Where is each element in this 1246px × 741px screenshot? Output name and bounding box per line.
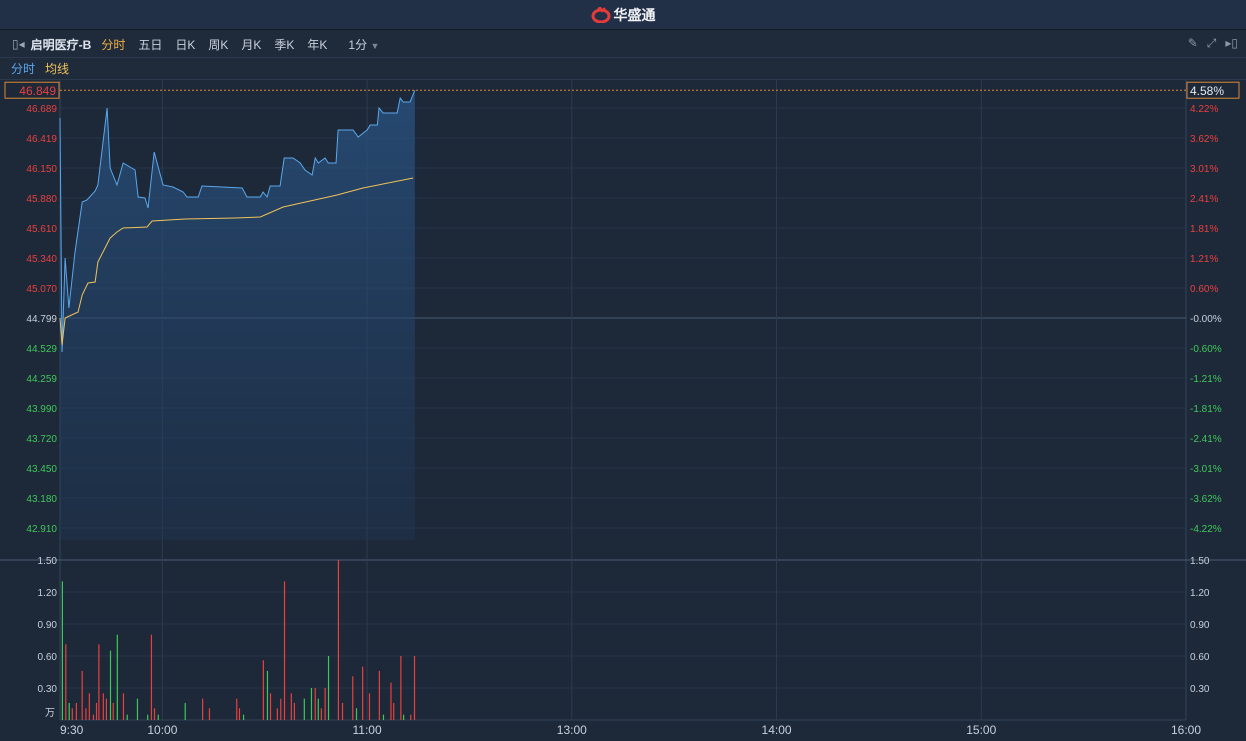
tab-yearly-k[interactable]: 年K bbox=[307, 37, 328, 52]
tab-daily-k[interactable]: 日K bbox=[175, 37, 196, 52]
time-tick-label: 15:00 bbox=[966, 723, 996, 737]
time-tick-label: 10:00 bbox=[147, 723, 177, 737]
title-bar: 华盛通 bbox=[0, 0, 1246, 30]
price-tick-label: 43.180 bbox=[26, 494, 57, 505]
legend-avg: 均线 bbox=[45, 62, 70, 76]
crosshair-price-label: 46.849 bbox=[19, 84, 56, 98]
price-tick-label: 45.880 bbox=[26, 194, 57, 205]
legend-price: 分时 bbox=[11, 62, 36, 76]
pct-tick-label: -1.21% bbox=[1190, 374, 1222, 385]
pct-tick-label: 2.41% bbox=[1190, 194, 1218, 205]
price-tick-label: 44.799 bbox=[26, 314, 57, 325]
price-tick-label: 45.340 bbox=[26, 254, 57, 265]
toolbar: ▯◂ 启明医疗-B 分时 五日 日K 周K 月K 季K 年K 1分 ▼ ✎ ⤢ … bbox=[0, 31, 1246, 58]
pct-tick-label: 0.60% bbox=[1190, 284, 1218, 295]
pct-tick-label: -0.00% bbox=[1190, 314, 1222, 325]
pct-tick-label: -4.22% bbox=[1190, 524, 1222, 535]
collapse-left-icon[interactable]: ▯◂ bbox=[12, 37, 25, 51]
volume-tick-label-right: 0.90 bbox=[1190, 620, 1210, 631]
volume-tick-label: 0.90 bbox=[38, 620, 58, 631]
pct-tick-label: -1.81% bbox=[1190, 404, 1222, 415]
price-tick-label: 44.529 bbox=[26, 344, 57, 355]
price-tick-label: 46.689 bbox=[26, 104, 57, 115]
volume-unit-label: 万 bbox=[45, 708, 55, 719]
price-area-fill bbox=[60, 90, 415, 540]
pencil-icon[interactable]: ✎ bbox=[1187, 36, 1198, 50]
interval-select[interactable]: 1分 ▼ bbox=[348, 36, 379, 53]
time-tick-label: 13:00 bbox=[557, 723, 587, 737]
pct-tick-label: -2.41% bbox=[1190, 434, 1222, 445]
pct-tick-label: 3.62% bbox=[1190, 134, 1218, 145]
tab-quarterly-k[interactable]: 季K bbox=[274, 37, 295, 52]
crosshair-pct-box bbox=[1186, 81, 1240, 99]
pct-tick-label: -3.01% bbox=[1190, 464, 1222, 475]
price-tick-label: 45.070 bbox=[26, 284, 57, 295]
price-tick-label: 43.450 bbox=[26, 464, 57, 475]
price-tick-label: 46.150 bbox=[26, 164, 57, 175]
time-tick-label: 9:30 bbox=[60, 723, 84, 737]
tab-weekly-k[interactable]: 周K bbox=[208, 37, 229, 52]
volume-tick-label: 0.60 bbox=[38, 652, 58, 663]
price-tick-label: 44.259 bbox=[26, 374, 57, 385]
avg-line bbox=[59, 177, 414, 346]
price-tick-label: 46.419 bbox=[26, 134, 57, 145]
time-tick-label: 11:00 bbox=[353, 723, 382, 737]
price-tick-label: 43.990 bbox=[26, 404, 57, 415]
pct-tick-label: 1.81% bbox=[1190, 224, 1218, 235]
logo-icon bbox=[591, 6, 610, 23]
interval-value: 1分 bbox=[348, 37, 368, 52]
crosshair-price-box bbox=[4, 81, 60, 99]
pct-tick-label: 3.01% bbox=[1190, 164, 1218, 175]
app-logo-text: 华盛通 bbox=[613, 6, 656, 23]
tab-monthly-k[interactable]: 月K bbox=[241, 37, 262, 52]
price-tick-label: 43.720 bbox=[26, 434, 57, 445]
stock-name: 启明医疗-B bbox=[30, 37, 92, 52]
volume-tick-label-right: 0.60 bbox=[1190, 652, 1210, 663]
pct-tick-label: 1.21% bbox=[1190, 254, 1218, 265]
pct-tick-label: -3.62% bbox=[1190, 494, 1222, 505]
collapse-right-icon[interactable]: ▸▯ bbox=[1225, 36, 1238, 50]
app-logo: 华盛通 bbox=[591, 5, 656, 25]
volume-tick-label-right: 1.50 bbox=[1190, 556, 1210, 567]
crosshair-pct-label: 4.58% bbox=[1190, 84, 1224, 98]
pct-tick-label: 4.22% bbox=[1190, 104, 1218, 115]
time-tick-label: 16:00 bbox=[1171, 723, 1201, 737]
volume-tick-label: 1.50 bbox=[38, 556, 58, 567]
tab-intraday[interactable]: 分时 bbox=[101, 37, 126, 52]
chevron-down-icon: ▼ bbox=[370, 40, 380, 51]
price-tick-label: 45.610 bbox=[26, 224, 57, 235]
tab-five-day[interactable]: 五日 bbox=[138, 37, 163, 52]
volume-tick-label-right: 1.20 bbox=[1190, 588, 1210, 599]
volume-tick-label: 0.30 bbox=[38, 684, 58, 695]
intraday-chart: 46.689 4.22% 46.419 3.62% 46.150 3.01% 45.880 2… bbox=[0, 80, 1246, 737]
time-tick-label: 14:00 bbox=[762, 723, 792, 737]
price-tick-label: 42.910 bbox=[26, 524, 57, 535]
legend: 分时 均线 bbox=[0, 58, 1246, 80]
pct-tick-label: -0.60% bbox=[1190, 344, 1222, 355]
volume-tick-label: 1.20 bbox=[38, 588, 58, 599]
volume-tick-label-right: 0.30 bbox=[1190, 684, 1210, 695]
fullscreen-icon[interactable]: ⤢ bbox=[1206, 36, 1217, 50]
price-line bbox=[59, 90, 416, 353]
